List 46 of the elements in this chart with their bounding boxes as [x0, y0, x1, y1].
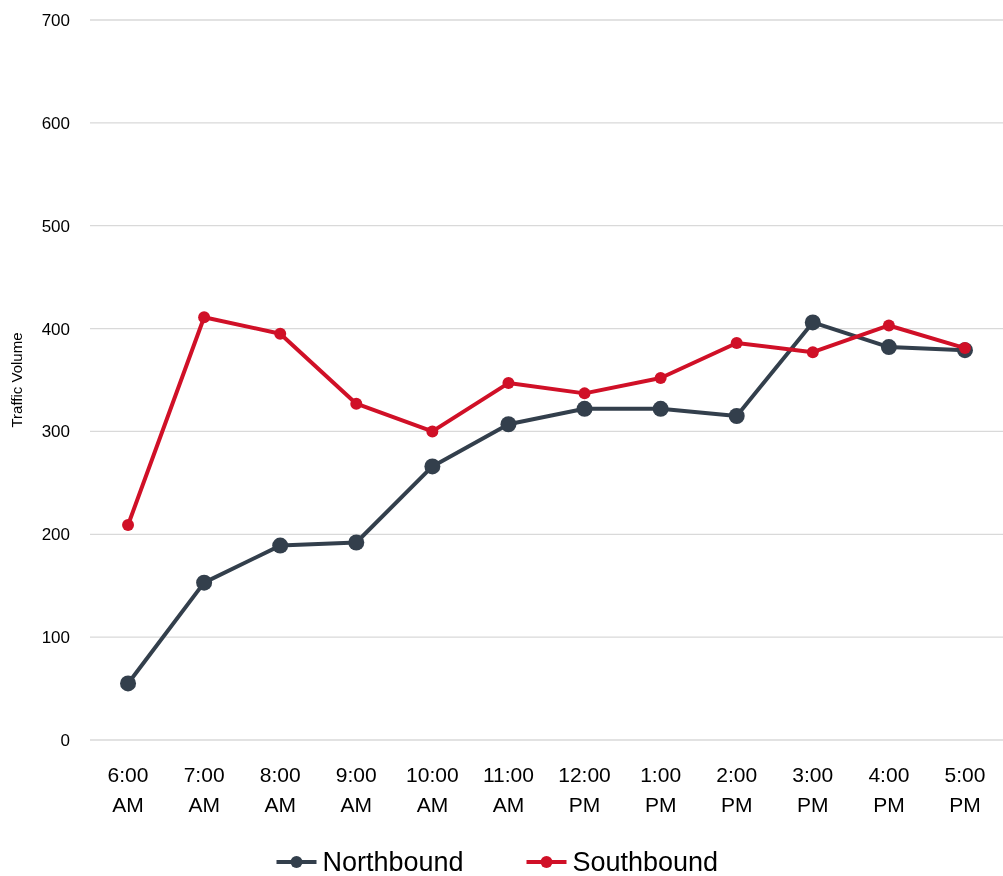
legend-label: Southbound [572, 847, 719, 876]
point [198, 311, 211, 324]
point [272, 537, 289, 554]
y-tick-label: 500 [41, 216, 70, 236]
x-tick-label: 12:00 PM [558, 763, 611, 816]
point [502, 377, 515, 390]
point [426, 425, 439, 438]
y-tick-label: 0 [60, 730, 70, 750]
point [652, 400, 669, 417]
legend-label: Northbound [322, 847, 464, 876]
point [804, 314, 821, 331]
point [122, 519, 135, 532]
x-tick-label: 2:00 PM [716, 763, 758, 816]
x-tick-label: 8:00 AM [259, 763, 301, 816]
point [348, 534, 365, 551]
y-tick-label: 400 [41, 319, 70, 339]
y-tick-label: 600 [41, 113, 70, 133]
x-tick-label: 3:00 PM [792, 763, 834, 816]
x-tick-label: 11:00 AM [482, 763, 534, 816]
y-tick-label: 100 [41, 628, 70, 648]
x-tick-label: 6:00 AM [107, 763, 149, 816]
point [424, 458, 441, 475]
point [350, 397, 363, 410]
y-tick-label: 200 [41, 525, 70, 545]
y-tick-label: 300 [41, 422, 70, 442]
point [958, 342, 971, 355]
point [728, 408, 745, 424]
point [578, 387, 591, 400]
y-tick-label: 700 [41, 10, 70, 30]
point [120, 675, 137, 692]
point [882, 319, 895, 332]
point [274, 327, 287, 340]
x-tick-label: 5:00 PM [944, 763, 986, 816]
x-tick-label: 9:00 AM [335, 763, 377, 816]
point [730, 336, 743, 349]
x-tick-label: 4:00 PM [868, 763, 910, 816]
point [806, 346, 819, 359]
x-tick-label: 10:00 AM [406, 763, 459, 816]
point [654, 371, 667, 384]
x-tick-label: 7:00 AM [183, 763, 225, 816]
point [576, 400, 593, 417]
point [500, 416, 517, 433]
point [880, 339, 897, 356]
y-axis-title: Traffic Volume [8, 332, 25, 428]
point [196, 574, 213, 591]
x-tick-label: 1:00 PM [640, 763, 682, 816]
